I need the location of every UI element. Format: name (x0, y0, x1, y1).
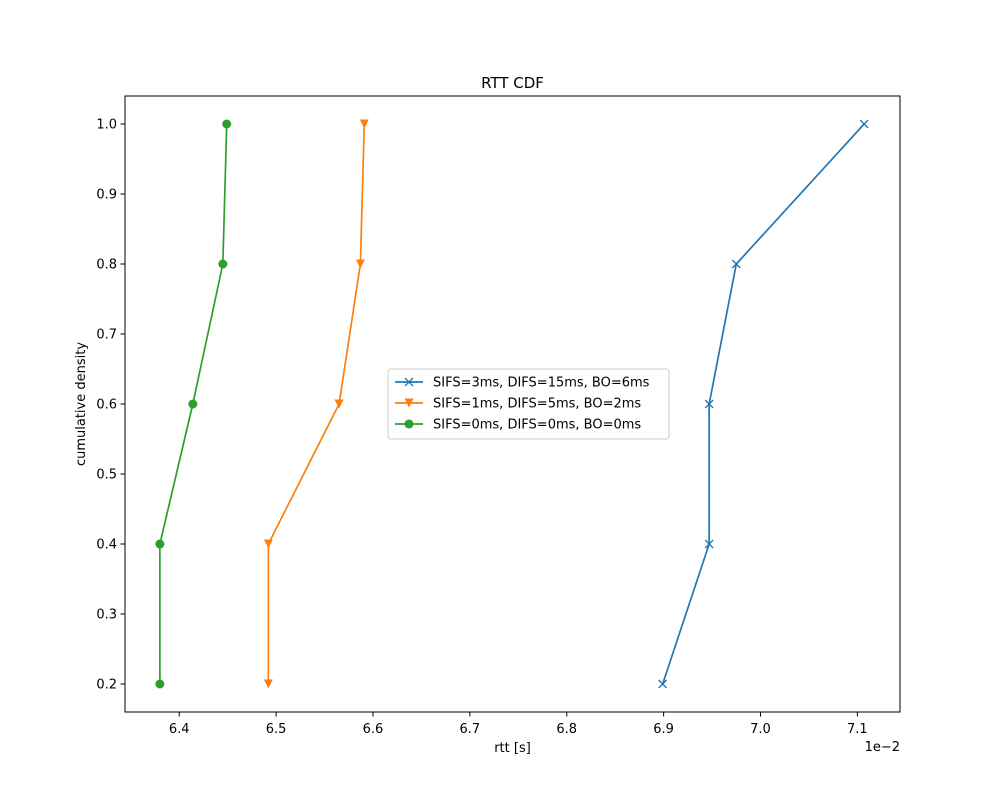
y-axis-label: cumulative density (74, 342, 89, 466)
x-tick-label: 6.5 (266, 722, 287, 737)
x-tick-label: 7.0 (750, 722, 771, 737)
data-point-x-marker (704, 399, 714, 409)
x-axis-offset-label: 1e−2 (865, 740, 900, 755)
x-tick-label: 6.6 (363, 722, 384, 737)
data-point-circle-marker (155, 679, 165, 689)
x-tick-label: 6.8 (556, 722, 577, 737)
series-2 (263, 119, 369, 689)
legend: SIFS=3ms, DIFS=15ms, BO=6ms SIFS=1ms, DIF… (387, 368, 670, 440)
series-line (267, 123, 366, 684)
series-1 (658, 119, 869, 689)
data-point-x-marker (731, 259, 741, 269)
data-point-triangle-marker (359, 119, 369, 129)
series-line (661, 123, 865, 685)
x-tick-label: 6.9 (653, 722, 674, 737)
series-3 (155, 119, 232, 689)
legend-item: SIFS=0ms, DIFS=0ms, BO=0ms (395, 418, 641, 433)
y-tick-label: 0.4 (96, 538, 117, 553)
data-point-x-marker (859, 119, 869, 129)
data-point-circle-marker (218, 259, 228, 269)
chart-title: RTT CDF (481, 74, 544, 92)
y-tick-label: 0.9 (96, 188, 117, 203)
plot-area (155, 119, 869, 689)
y-tick-label: 0.6 (96, 398, 117, 413)
legend-item: SIFS=1ms, DIFS=5ms, BO=2ms (395, 397, 641, 412)
y-axis: 0.2 0.3 0.4 0.5 0.6 0.7 0.8 0.9 1.0 (96, 118, 125, 693)
legend-label: SIFS=3ms, DIFS=15ms, BO=6ms (433, 376, 650, 391)
legend-label: SIFS=0ms, DIFS=0ms, BO=0ms (433, 418, 641, 433)
y-tick-label: 0.2 (96, 678, 117, 693)
legend-label: SIFS=1ms, DIFS=5ms, BO=2ms (433, 397, 641, 412)
legend-item: SIFS=3ms, DIFS=15ms, BO=6ms (395, 376, 650, 391)
data-point-x-marker (404, 377, 414, 387)
data-point-x-marker (704, 539, 714, 549)
data-point-circle-marker (155, 539, 165, 549)
data-point-triangle-marker (263, 679, 273, 689)
y-tick-label: 0.5 (96, 468, 117, 483)
data-point-circle-marker (404, 419, 414, 429)
data-point-triangle-marker (355, 259, 365, 269)
y-tick-label: 1.0 (96, 118, 117, 133)
x-tick-label: 6.7 (460, 722, 481, 737)
x-axis-label: rtt [s] (494, 741, 531, 756)
x-tick-label: 7.1 (847, 722, 868, 737)
data-point-x-marker (658, 679, 668, 689)
y-tick-label: 0.7 (96, 328, 117, 343)
y-tick-label: 0.3 (96, 608, 117, 623)
x-tick-label: 6.4 (169, 722, 190, 737)
data-point-circle-marker (188, 399, 198, 409)
x-axis: 6.4 6.5 6.6 6.7 6.8 6.9 7.0 7.1 (169, 712, 868, 737)
data-point-circle-marker (222, 119, 232, 129)
y-tick-label: 0.8 (96, 258, 117, 273)
data-point-triangle-marker (404, 398, 414, 408)
legend-box (387, 368, 670, 440)
data-point-triangle-marker (263, 539, 273, 549)
data-point-triangle-marker (334, 399, 344, 409)
